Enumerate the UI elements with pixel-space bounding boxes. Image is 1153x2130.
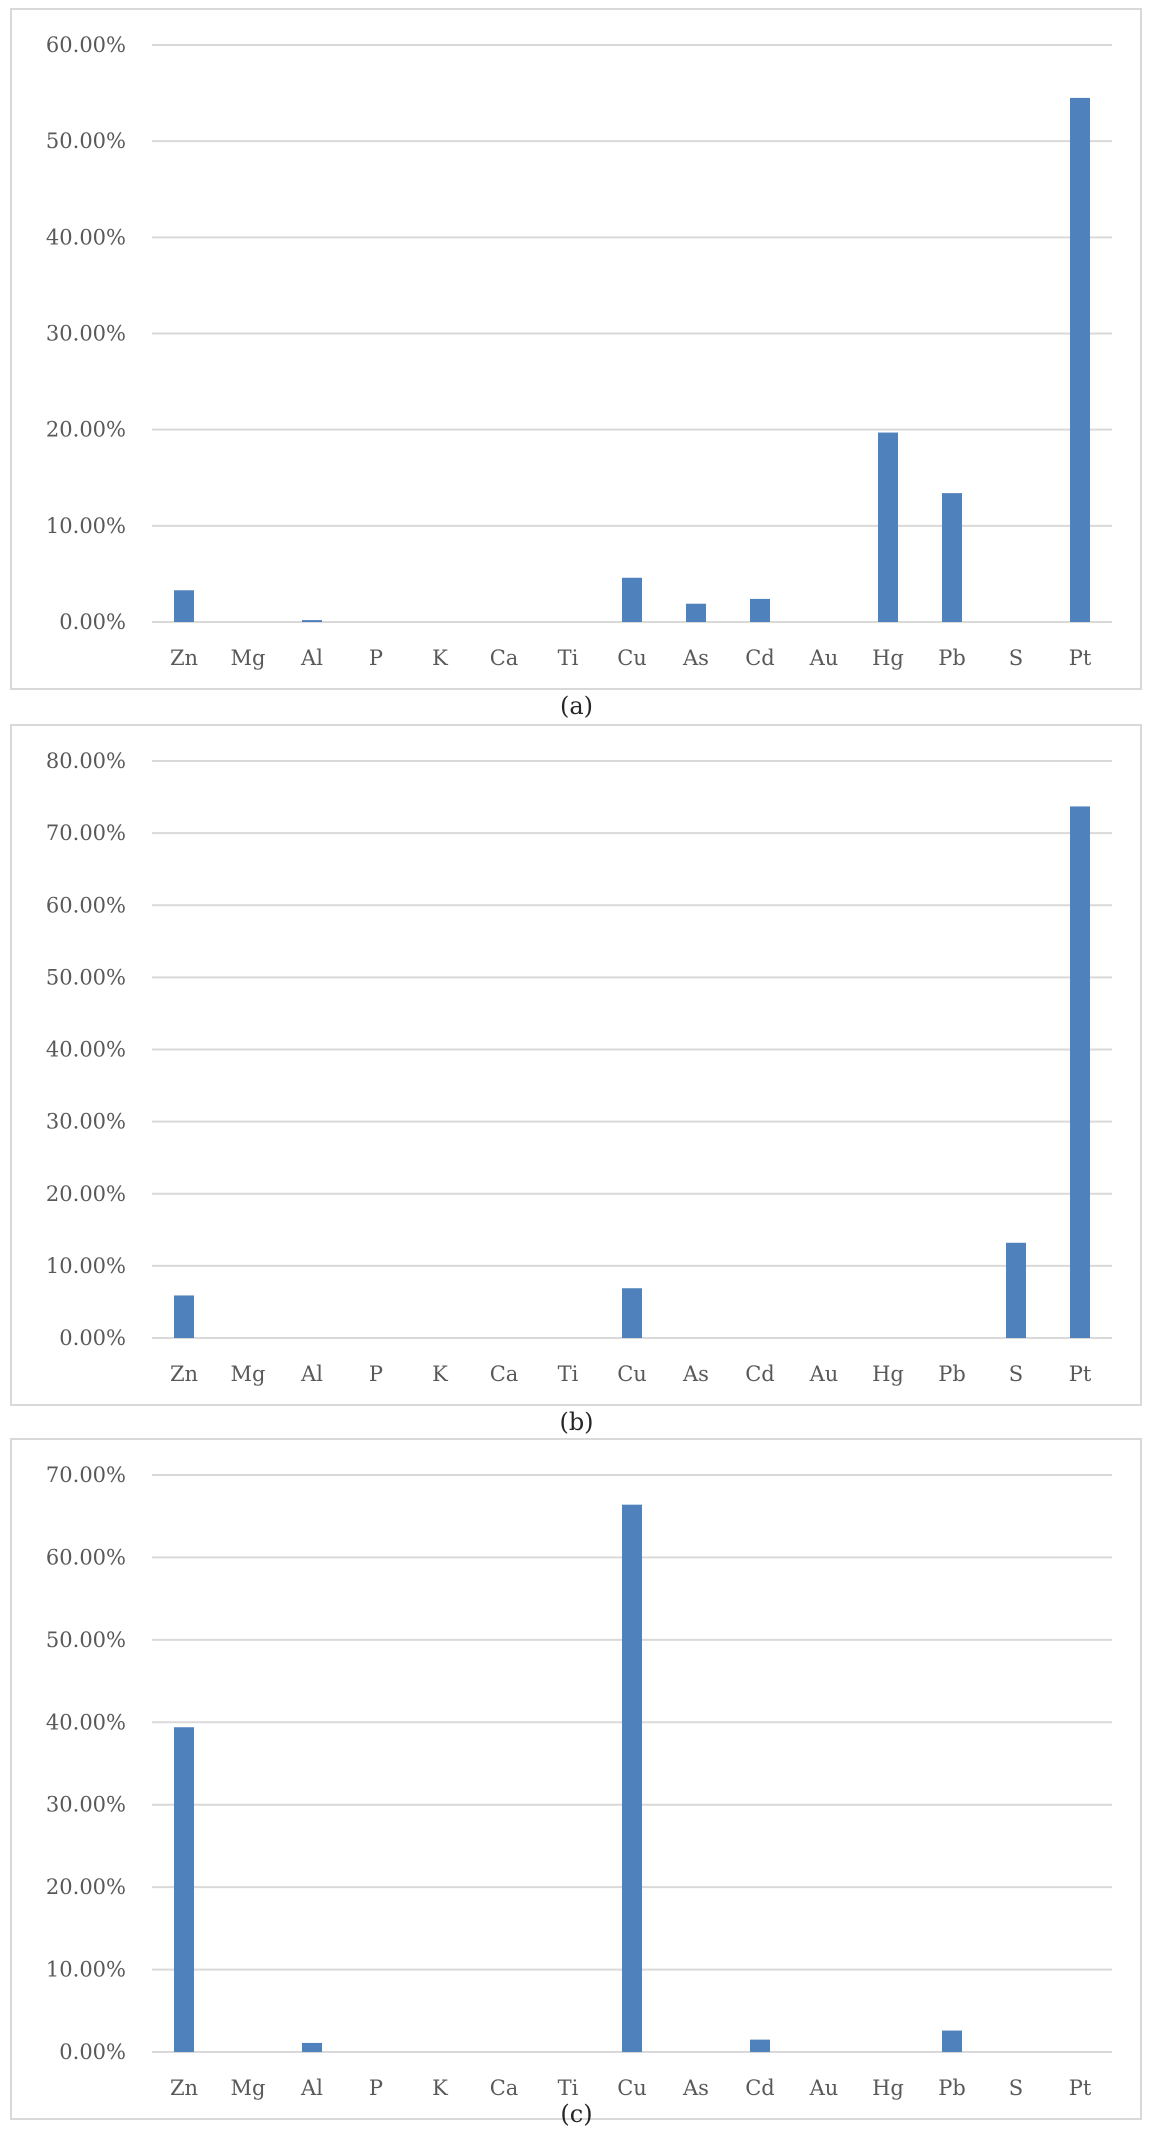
y-tick-label-a-5: 50.00%	[46, 129, 126, 153]
x-category-label-b-ca: Ca	[490, 1362, 519, 1386]
x-category-label-c-s: S	[1009, 2076, 1023, 2100]
x-category-label-b-pt: Pt	[1069, 1362, 1092, 1386]
y-tick-label-a-0: 0.00%	[59, 610, 126, 634]
x-category-label-c-cd: Cd	[745, 2076, 775, 2100]
x-category-label-a-k: K	[432, 646, 448, 670]
y-tick-label-a-2: 20.00%	[46, 418, 126, 442]
x-category-label-a-pt: Pt	[1069, 646, 1092, 670]
x-category-label-b-hg: Hg	[872, 1362, 904, 1386]
x-category-label-b-s: S	[1009, 1362, 1023, 1386]
x-category-label-c-zn: Zn	[170, 2076, 198, 2100]
bar-chart-a: 0.00% 10.00% 20.00% 30.00% 40.00% 50.00% 60.00…	[46, 33, 1112, 670]
caption-c: (c)	[560, 2100, 593, 2128]
x-category-label-c-pb: Pb	[938, 2076, 966, 2100]
x-category-label-c-p: P	[369, 2076, 383, 2100]
y-tick-label-c-6: 60.00%	[46, 1545, 126, 1569]
x-category-label-b-cd: Cd	[745, 1362, 775, 1386]
y-tick-label-b-7: 70.00%	[46, 821, 126, 845]
y-tick-label-b-4: 40.00%	[46, 1038, 126, 1062]
x-category-label-a-s: S	[1009, 646, 1023, 670]
x-category-label-a-hg: Hg	[872, 646, 904, 670]
bar-c-pb	[942, 2030, 962, 2052]
chart-panel-a: 0.00% 10.00% 20.00% 30.00% 40.00% 50.00% 60.00…	[10, 8, 1142, 690]
x-category-label-a-ca: Ca	[490, 646, 519, 670]
bar-chart-b: 0.00% 10.00% 20.00% 30.00% 40.00% 50.00% 60.00…	[46, 749, 1112, 1386]
x-category-label-c-ca: Ca	[490, 2076, 519, 2100]
x-category-label-b-as: As	[682, 1362, 709, 1386]
y-tick-label-c-2: 20.00%	[46, 1875, 126, 1899]
y-tick-label-b-6: 60.00%	[46, 893, 126, 917]
x-category-label-b-zn: Zn	[170, 1362, 198, 1386]
y-tick-label-c-3: 30.00%	[46, 1793, 126, 1817]
x-category-label-c-hg: Hg	[872, 2076, 904, 2100]
y-tick-label-c-5: 50.00%	[46, 1628, 126, 1652]
x-category-label-c-ti: Ti	[558, 2076, 579, 2100]
x-category-label-a-cu: Cu	[617, 646, 647, 670]
x-category-label-b-au: Au	[809, 1362, 839, 1386]
x-category-label-b-ti: Ti	[558, 1362, 579, 1386]
bar-c-zn	[174, 1727, 194, 2052]
bar-a-cd	[750, 598, 770, 622]
bar-a-cu	[622, 577, 642, 622]
x-category-label-a-zn: Zn	[170, 646, 198, 670]
x-category-label-a-mg: Mg	[231, 646, 266, 670]
x-category-label-b-al: Al	[300, 1362, 323, 1386]
y-tick-label-c-7: 70.00%	[46, 1463, 126, 1487]
x-category-label-c-al: Al	[300, 2076, 323, 2100]
y-tick-label-b-3: 30.00%	[46, 1110, 126, 1134]
x-category-label-a-pb: Pb	[938, 646, 966, 670]
y-tick-label-b-1: 10.00%	[46, 1254, 126, 1278]
bar-c-al	[302, 2042, 322, 2052]
chart-panel-b: 0.00% 10.00% 20.00% 30.00% 40.00% 50.00% 60.00…	[10, 724, 1142, 1406]
bar-b-cu	[622, 1288, 642, 1338]
x-category-label-a-as: As	[682, 646, 709, 670]
y-tick-label-c-4: 40.00%	[46, 1710, 126, 1734]
x-category-label-b-cu: Cu	[617, 1362, 647, 1386]
y-tick-label-b-2: 20.00%	[46, 1182, 126, 1206]
x-category-label-a-al: Al	[300, 646, 323, 670]
x-category-label-c-as: As	[682, 2076, 709, 2100]
x-category-label-a-p: P	[369, 646, 383, 670]
bar-b-zn	[174, 1295, 194, 1338]
x-category-label-c-mg: Mg	[231, 2076, 266, 2100]
bar-a-as	[686, 603, 706, 622]
y-tick-label-c-0: 0.00%	[59, 2040, 126, 2064]
x-category-label-b-pb: Pb	[938, 1362, 966, 1386]
y-tick-label-a-3: 30.00%	[46, 322, 126, 346]
bar-a-pb	[942, 493, 962, 622]
bar-c-cu	[622, 1504, 642, 2052]
y-tick-label-a-4: 40.00%	[46, 225, 126, 249]
x-category-label-a-cd: Cd	[745, 646, 775, 670]
y-tick-label-c-1: 10.00%	[46, 1958, 126, 1982]
bar-c-cd	[750, 2039, 770, 2052]
bar-b-s	[1006, 1242, 1026, 1338]
x-category-label-c-k: K	[432, 2076, 448, 2100]
x-category-label-a-ti: Ti	[558, 646, 579, 670]
bar-a-zn	[174, 590, 194, 622]
x-category-label-a-au: Au	[809, 646, 839, 670]
bar-a-pt	[1070, 97, 1090, 623]
y-tick-label-b-8: 80.00%	[46, 749, 126, 773]
bar-a-al	[302, 620, 322, 622]
caption-b: (b)	[559, 1408, 594, 1436]
x-category-label-b-k: K	[432, 1362, 448, 1386]
caption-a: (a)	[559, 692, 594, 720]
x-category-label-c-pt: Pt	[1069, 2076, 1092, 2100]
y-tick-label-a-1: 10.00%	[46, 514, 126, 538]
bar-a-hg	[878, 432, 898, 622]
y-tick-label-a-6: 60.00%	[46, 33, 126, 57]
x-category-label-b-mg: Mg	[231, 1362, 266, 1386]
y-tick-label-b-0: 0.00%	[59, 1326, 126, 1350]
x-category-label-c-au: Au	[809, 2076, 839, 2100]
chart-panel-c: 0.00% 10.00% 20.00% 30.00% 40.00% 50.00% 60.00…	[10, 1438, 1142, 2120]
bar-chart-c: 0.00% 10.00% 20.00% 30.00% 40.00% 50.00% 60.00…	[46, 1463, 1112, 2100]
x-category-label-b-p: P	[369, 1362, 383, 1386]
y-tick-label-b-5: 50.00%	[46, 965, 126, 989]
x-category-label-c-cu: Cu	[617, 2076, 647, 2100]
bar-b-pt	[1070, 806, 1090, 1338]
